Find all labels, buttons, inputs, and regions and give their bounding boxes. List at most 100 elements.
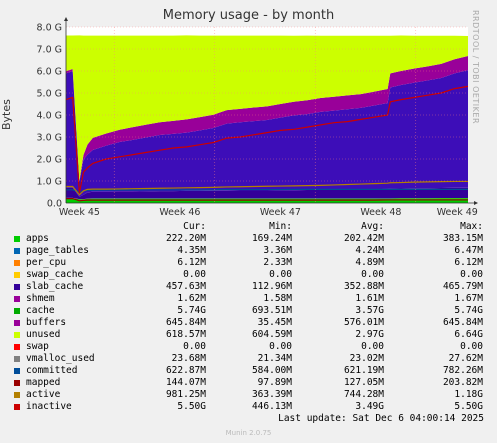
legend-cur: 622.87M	[165, 365, 206, 376]
legend-avg: 127.05M	[343, 377, 384, 388]
x-tick-label: Week 48	[360, 207, 401, 218]
legend-avg: 2.97G	[355, 329, 384, 340]
line-mapped	[66, 198, 468, 202]
legend-row-shmem: shmem 1.62M 1.58M 1.61M 1.67M	[12, 293, 492, 305]
legend-avg: 576.01M	[343, 317, 384, 328]
legend: Cur: Min: Avg: Max: apps 222.20M 169.24M 20…	[12, 221, 492, 413]
legend-cur: 981.25M	[165, 389, 206, 400]
legend-name: vmalloc_used	[26, 353, 95, 364]
legend-max: 6.12M	[454, 257, 483, 268]
legend-row-slab_cache: slab_cache 457.63M 112.96M 352.88M 465.79M	[12, 281, 492, 293]
legend-avg: 23.02M	[349, 353, 384, 364]
legend-min: 446.13M	[251, 401, 292, 412]
legend-max: 27.62M	[448, 353, 483, 364]
legend-swatch	[14, 380, 20, 386]
legend-cur: 0.00	[183, 269, 206, 280]
legend-avg: 0.00	[361, 341, 384, 352]
legend-cur: 618.57M	[165, 329, 206, 340]
legend-avg: 744.28M	[343, 389, 384, 400]
legend-avg: 621.19M	[343, 365, 384, 376]
legend-min: 584.00M	[251, 365, 292, 376]
legend-swatch	[14, 236, 20, 242]
legend-max: 782.26M	[442, 365, 483, 376]
legend-max: 203.82M	[442, 377, 483, 388]
last-update: Last update: Sat Dec 6 04:00:14 2025	[278, 413, 484, 424]
legend-swatch	[14, 368, 20, 374]
line-active	[66, 180, 468, 196]
legend-row-unused: unused 618.57M 604.59M 2.97G 6.64G	[12, 329, 492, 341]
area-cache	[66, 70, 468, 197]
y-tick-label: 0.0	[47, 199, 62, 210]
legend-row-vmalloc_used: vmalloc_used 23.68M 21.34M 23.02M 27.62M	[12, 353, 492, 365]
area-slab_cache	[66, 187, 468, 200]
legend-min: 2.33M	[263, 257, 292, 268]
legend-max: 645.84M	[442, 317, 483, 328]
legend-name: page_tables	[26, 245, 89, 256]
legend-min: 0.00	[269, 341, 292, 352]
legend-min: 3.36M	[263, 245, 292, 256]
legend-swatch	[14, 332, 20, 338]
legend-name: slab_cache	[26, 281, 84, 292]
legend-avg: 202.42M	[343, 233, 384, 244]
line-inactive	[65, 85, 469, 194]
legend-avg: 3.57G	[355, 305, 384, 316]
legend-row-inactive: inactive 5.50G 446.13M 3.49G 5.50G	[12, 401, 492, 413]
x-tick-label: Week 47	[260, 207, 301, 218]
legend-swatch	[14, 320, 20, 326]
legend-cur: 645.84M	[165, 317, 206, 328]
legend-row-swap: swap 0.00 0.00 0.00 0.00	[12, 341, 492, 353]
legend-swatch	[14, 272, 20, 278]
legend-min: 363.39M	[251, 389, 292, 400]
legend-swatch	[14, 392, 20, 398]
legend-avg: 4.89M	[355, 257, 384, 268]
legend-name: unused	[26, 329, 61, 340]
legend-min: 112.96M	[251, 281, 292, 292]
y-tick-label: 8.0 G	[37, 23, 63, 34]
legend-name: per_cpu	[26, 257, 67, 268]
legend-name: mapped	[26, 377, 61, 388]
legend-swatch	[14, 356, 20, 362]
y-tick-label: 4.0 G	[37, 111, 63, 122]
area-buffers	[66, 56, 468, 182]
chart-title: Memory usage - by month	[162, 8, 335, 23]
legend-cur: 6.12M	[177, 257, 206, 268]
y-tick-label: 1.0 G	[37, 177, 63, 188]
legend-row-active: active 981.25M 363.39M 744.28M 1.18G	[12, 389, 492, 401]
legend-max: 465.79M	[442, 281, 483, 292]
legend-cur: 5.74G	[177, 305, 206, 316]
legend-swatch	[14, 284, 20, 290]
legend-avg: 4.24M	[355, 245, 384, 256]
line-committed	[66, 188, 468, 193]
legend-swatch	[14, 404, 20, 410]
legend-name: buffers	[26, 317, 67, 328]
legend-name: swap_cache	[26, 269, 84, 280]
legend-min: 97.89M	[257, 377, 292, 388]
memory-chart: 0.0 1.0 G 2.0 G 3.0 G 4.0 G 5.0 G 6.0 G 7.0 G 8.…	[37, 17, 478, 218]
legend-min: 604.59M	[251, 329, 292, 340]
legend-max: 6.47M	[454, 245, 483, 256]
legend-row-swap_cache: swap_cache 0.00 0.00 0.00 0.00	[12, 269, 492, 281]
munin-version: Munin 2.0.75	[225, 429, 272, 437]
legend-name: swap	[26, 341, 49, 352]
legend-max: 383.15M	[442, 233, 483, 244]
y-tick-label: 2.0 G	[37, 155, 63, 166]
x-tick-label: Week 46	[159, 207, 200, 218]
legend-max: 5.50G	[454, 401, 483, 412]
legend-min: 169.24M	[251, 233, 292, 244]
legend-row-apps: apps 222.20M 169.24M 202.42M 383.15M	[12, 233, 492, 245]
legend-name: active	[26, 389, 61, 400]
y-tick-label: 6.0 G	[37, 67, 63, 78]
legend-min: 21.34M	[257, 353, 292, 364]
legend-name: apps	[26, 233, 49, 244]
legend-min: 35.45M	[257, 317, 292, 328]
legend-cur: 222.20M	[165, 233, 206, 244]
legend-cur: 23.68M	[171, 353, 206, 364]
legend-header-max: Max:	[460, 221, 483, 232]
legend-cur: 4.35M	[177, 245, 206, 256]
legend-row-cache: cache 5.74G 693.51M 3.57G 5.74G	[12, 305, 492, 317]
legend-cur: 144.07M	[165, 377, 206, 388]
legend-row-committed: committed 622.87M 584.00M 621.19M 782.26M	[12, 365, 492, 377]
legend-row-per_cpu: per_cpu 6.12M 2.33M 4.89M 6.12M	[12, 257, 492, 269]
x-tick-label: Week 49	[437, 207, 478, 218]
legend-max: 0.00	[460, 341, 483, 352]
